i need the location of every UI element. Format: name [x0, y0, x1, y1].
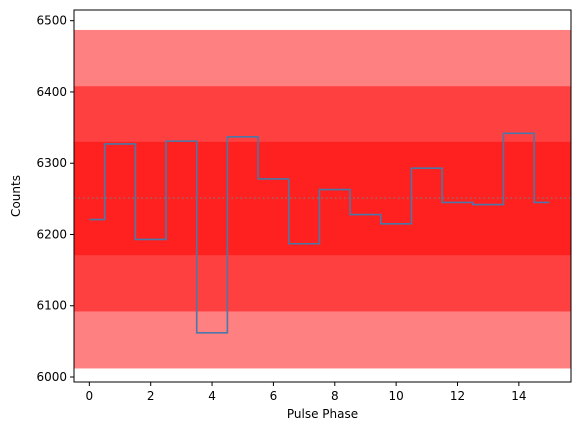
x-tick-label: 4 [208, 389, 216, 403]
y-tick-label: 6100 [36, 299, 67, 313]
x-axis-label: Pulse Phase [287, 407, 358, 421]
x-tick-label: 12 [450, 389, 465, 403]
plot-frame [73, 9, 572, 383]
y-axis-label: Counts [9, 175, 23, 217]
y-tick-label: 6000 [36, 370, 67, 384]
y-axis-ticks: 6000 6100 6200 6300 6400 6500 [36, 14, 74, 384]
x-tick-label: 6 [270, 389, 278, 403]
x-tick-label: 0 [86, 389, 94, 403]
series-1-step-line [89, 132, 550, 334]
y-tick-label: 6500 [36, 14, 67, 28]
x-tick-label: 2 [147, 389, 155, 403]
y-tick-label: 6300 [36, 156, 67, 170]
confidence-bands [74, 29, 571, 369]
x-tick-label: 14 [511, 389, 526, 403]
y-tick-label: 6200 [36, 227, 67, 241]
x-tick-label: 10 [388, 389, 403, 403]
series-layer [89, 132, 550, 334]
x-axis-ticks: 0 2 4 6 8 10 12 14 [86, 382, 526, 403]
y-tick-label: 6400 [36, 85, 67, 99]
x-tick-label: 8 [331, 389, 339, 403]
